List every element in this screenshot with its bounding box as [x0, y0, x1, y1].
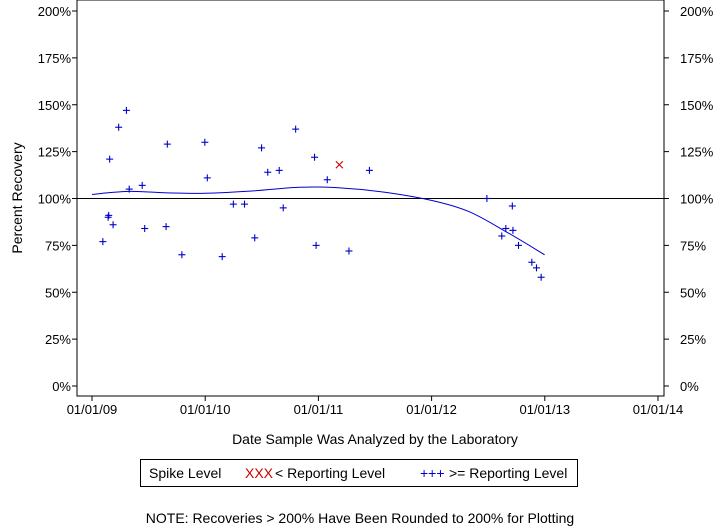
data-point-reporting — [115, 123, 123, 131]
recovery-chart: 0% 25% 50% 75% 100% 125% 150% 175% 200% 0% 25% 50%… — [9, 0, 714, 447]
y-tick-label-right: 200% — [680, 4, 714, 19]
data-point-reporting — [311, 153, 319, 161]
legend-below-symbol: XXX — [245, 465, 274, 481]
data-point-reporting — [264, 168, 272, 176]
y-tick-label-right: 100% — [680, 192, 714, 207]
x-tick-label: 01/01/09 — [67, 402, 118, 417]
data-point-reporting — [104, 213, 112, 221]
legend-above-label: >= Reporting Level — [449, 465, 568, 481]
x-tick-label: 01/01/13 — [519, 402, 570, 417]
y-tick-label-right: 0% — [680, 379, 699, 394]
legend-title: Spike Level — [149, 465, 222, 481]
data-point-reporting — [162, 223, 170, 231]
data-point-reporting — [528, 258, 536, 266]
data-point-reporting — [498, 232, 506, 240]
data-point-reporting — [323, 176, 331, 184]
data-point-reporting — [251, 234, 259, 242]
data-point-below-reporting — [335, 160, 344, 169]
data-point-reporting — [483, 195, 491, 202]
data-point-reporting — [345, 247, 353, 255]
legend-below-label: < Reporting Level — [275, 465, 386, 481]
legend: Spike Level XXX < Reporting Level +++ >=… — [140, 459, 578, 487]
y-tick-label-left: 25% — [45, 332, 71, 347]
y-tick-label-right: 50% — [680, 285, 706, 300]
x-tick-label: 01/01/11 — [294, 402, 344, 417]
y-tick-label-left: 150% — [38, 98, 72, 113]
data-point-reporting — [109, 221, 117, 229]
data-point-reporting — [312, 241, 320, 249]
data-point-reporting — [365, 166, 373, 174]
y-tick-label-left: 75% — [45, 238, 71, 253]
data-point-reporting — [201, 138, 209, 146]
data-point-reporting — [141, 225, 149, 232]
y-tick-label-left: 50% — [45, 285, 71, 300]
data-point-reporting — [229, 200, 237, 208]
data-point-reporting — [532, 264, 540, 272]
data-point-reporting — [122, 106, 130, 114]
x-tick-label: 01/01/14 — [633, 402, 684, 417]
data-point-reporting — [537, 273, 545, 281]
y-tick-label-left: 125% — [38, 145, 72, 160]
data-point-reporting — [99, 238, 107, 246]
y-tick-label-left: 100% — [38, 192, 72, 207]
data-point-reporting — [105, 211, 113, 219]
data-point-reporting — [292, 125, 300, 133]
legend-above-symbol: +++ — [420, 465, 445, 481]
y-tick-label-left: 200% — [38, 4, 72, 19]
data-point-reporting — [509, 226, 517, 234]
data-point-reporting — [502, 225, 510, 232]
y-tick-label-left: 175% — [38, 51, 72, 66]
y-tick-label-right: 175% — [680, 51, 714, 66]
y-tick-label-left: 0% — [52, 379, 71, 394]
data-point-reporting — [279, 204, 287, 212]
y-tick-label-right: 75% — [680, 238, 706, 253]
y-tick-label-right: 125% — [680, 145, 714, 160]
data-point-reporting — [125, 185, 133, 193]
data-point-reporting — [203, 174, 211, 182]
y-axis-title: Percent Recovery — [9, 142, 25, 253]
data-point-reporting — [163, 140, 171, 148]
data-point-reporting — [275, 166, 283, 174]
y-tick-label-right: 25% — [680, 332, 706, 347]
data-point-reporting — [106, 155, 114, 163]
data-point-reporting — [258, 144, 266, 152]
x-axis-title: Date Sample Was Analyzed by the Laborato… — [232, 431, 518, 447]
x-tick-label: 01/01/10 — [180, 402, 231, 417]
data-point-reporting — [138, 181, 146, 189]
data-point-reporting — [515, 241, 523, 249]
data-point-reporting — [508, 202, 516, 210]
footnote: NOTE: Recoveries > 200% Have Been Rounde… — [145, 510, 575, 526]
data-point-reporting — [218, 253, 226, 261]
y-tick-label-right: 150% — [680, 98, 714, 113]
data-point-reporting — [241, 200, 249, 208]
x-tick-label: 01/01/12 — [406, 402, 457, 417]
data-point-reporting — [178, 251, 186, 259]
trend-line — [91, 186, 545, 256]
